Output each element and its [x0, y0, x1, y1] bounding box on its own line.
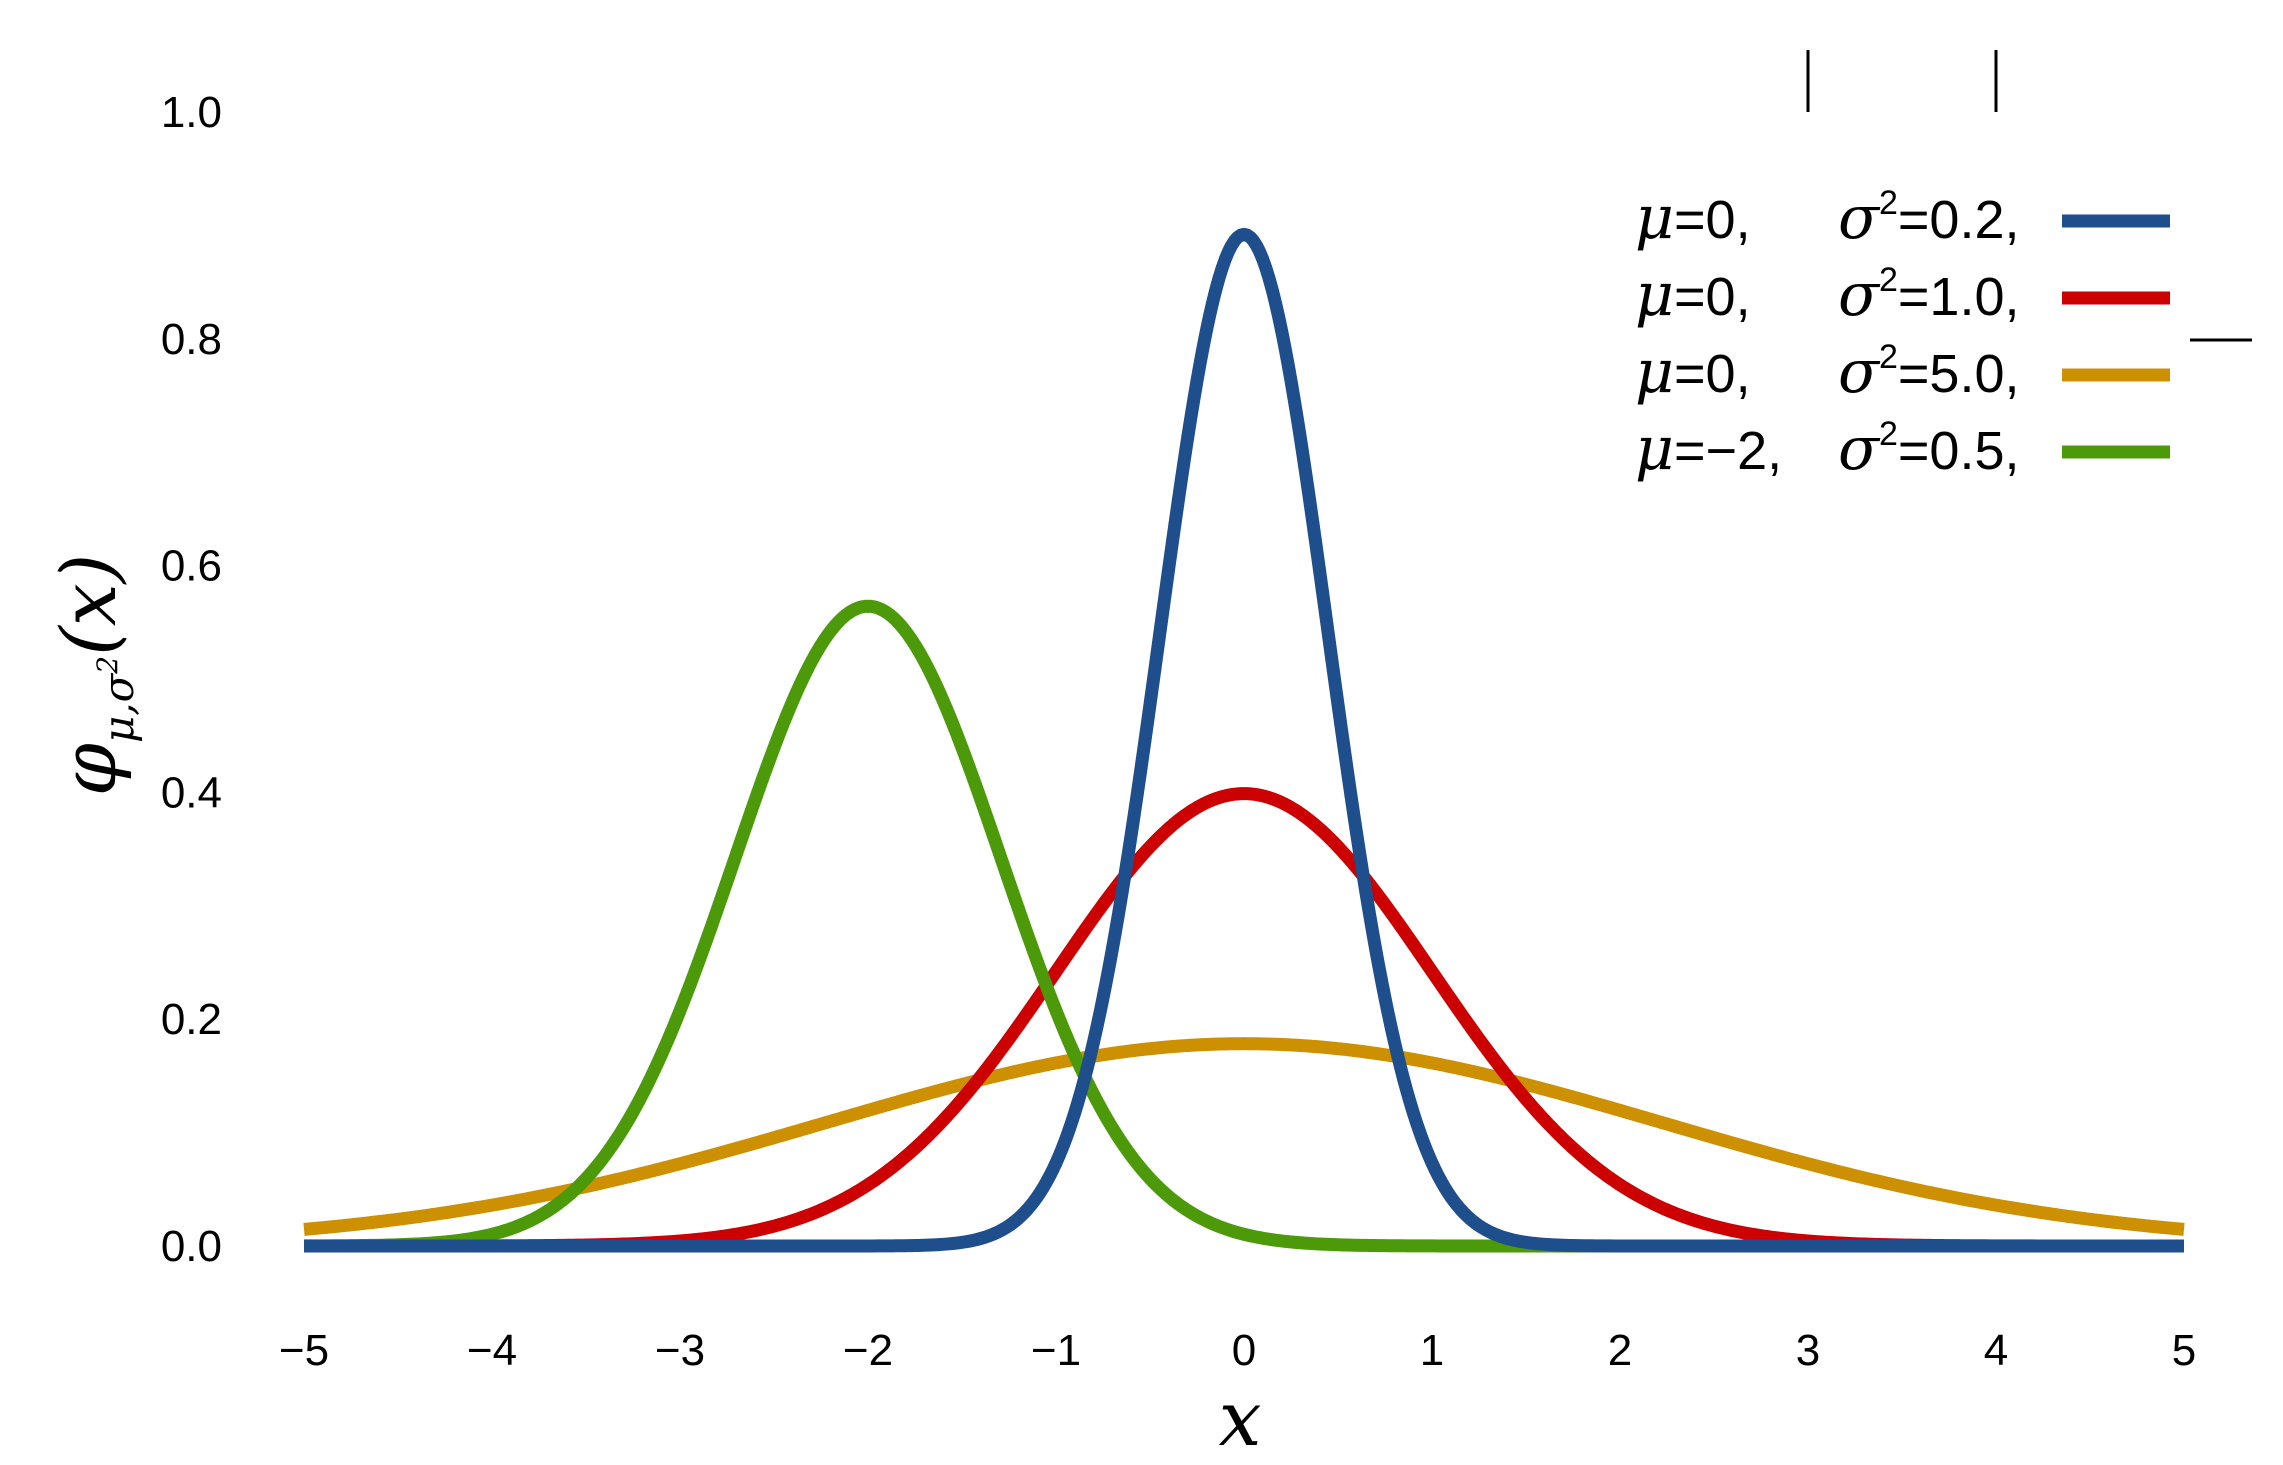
x-tick-label: 4: [1984, 1326, 2008, 1375]
y-axis-ticks: 0.0 0.2 0.4 0.6 0.8 1.0: [161, 88, 222, 1271]
x-tick-label: −5: [279, 1326, 329, 1375]
legend-entry: μ=0, σ2=1.0,: [1635, 260, 2170, 330]
y-tick-label: 1.0: [161, 88, 222, 137]
legend-mu-label: μ=−2,: [1635, 414, 1782, 484]
x-tick-label: 2: [1608, 1326, 1632, 1375]
legend-sigma-label: σ2=0.2,: [1838, 183, 2020, 253]
x-tick-label: −3: [655, 1326, 705, 1375]
x-tick-label: −1: [1031, 1326, 1081, 1375]
legend-mu-label: μ=0,: [1635, 260, 1751, 330]
legend-sigma-label: σ2=5.0,: [1838, 337, 2020, 407]
y-tick-label: 0.2: [161, 995, 222, 1044]
y-axis-title: φμ,σ2(x): [44, 554, 143, 797]
x-axis-ticks: −5 −4 −3 −2 −1 0 1 2 3 4 5: [279, 1326, 2196, 1375]
x-tick-label: 0: [1232, 1326, 1256, 1375]
x-tick-label: 5: [2172, 1326, 2196, 1375]
legend: μ=0, σ2=0.2, μ=0, σ2=1.0, μ=0, σ2=5.0, μ=−2, σ2…: [1635, 50, 2252, 484]
legend-mu-label: μ=0,: [1635, 337, 1751, 407]
series-curve: [300, 227, 2188, 1253]
x-tick-label: 1: [1420, 1326, 1444, 1375]
legend-entry: μ=−2, σ2=0.5,: [1635, 414, 2170, 484]
y-tick-label: 0.6: [161, 542, 222, 591]
legend-sigma-label: σ2=0.5,: [1838, 414, 2020, 484]
x-tick-label: −2: [843, 1326, 893, 1375]
x-tick-label: −4: [467, 1326, 517, 1375]
legend-entry: μ=0, σ2=5.0,: [1635, 337, 2170, 407]
series-curve: [300, 1037, 2188, 1236]
legend-sigma-label: σ2=1.0,: [1838, 260, 2020, 330]
y-tick-label: 0.4: [161, 768, 222, 817]
y-axis-title-argument: (x): [44, 554, 133, 656]
x-tick-label: 3: [1796, 1326, 1820, 1375]
y-axis-title-symbol: φ: [44, 743, 133, 796]
svg-text:φμ,σ2(x): φμ,σ2(x): [44, 554, 143, 797]
series-curve: [300, 599, 2188, 1253]
x-axis-title: x: [1219, 1374, 1262, 1463]
plot-curves: [300, 227, 2188, 1253]
y-tick-label: 0.8: [161, 315, 222, 364]
y-tick-label: 0.0: [161, 1222, 222, 1271]
legend-entry: μ=0, σ2=0.2,: [1635, 183, 2170, 253]
legend-mu-label: μ=0,: [1635, 183, 1751, 253]
y-axis-title-subscript: μ,σ: [94, 672, 143, 743]
y-axis-title-subscript-power: 2: [91, 656, 124, 675]
